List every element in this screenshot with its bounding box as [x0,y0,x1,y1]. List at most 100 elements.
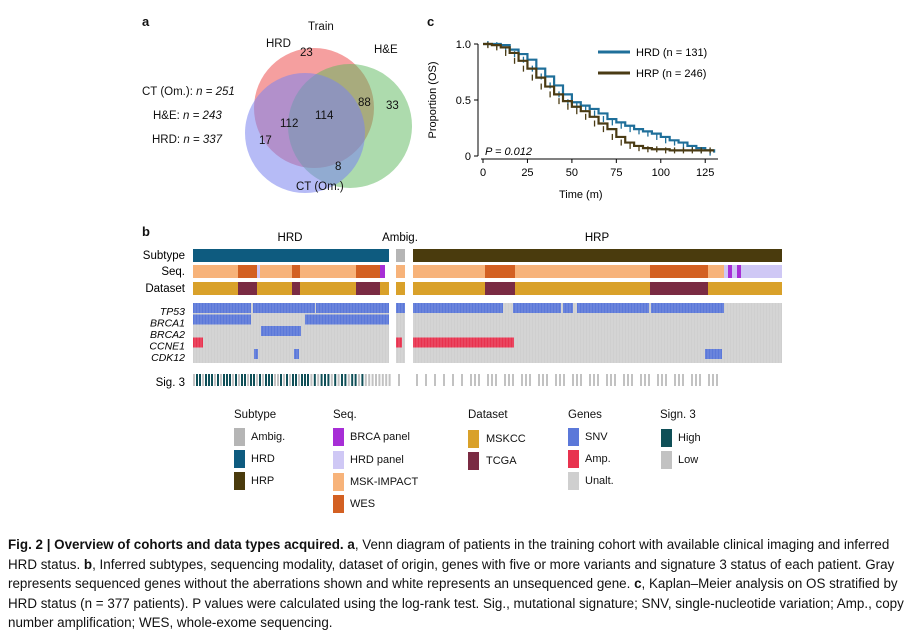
legend-swatch-hrd-panel [333,451,344,469]
sig3-cell [292,374,294,386]
legend-swatch-msk-impact [333,473,344,491]
row-label-subtype: Subtype [143,250,185,262]
x-tick-label: 0 [480,167,486,179]
legend-item-mskcc: MSKCC [486,433,526,445]
legend-title-subtype: Subtype [234,409,277,421]
sig3-cell [593,374,595,386]
sig3-cell [211,374,213,386]
sig3-cell [546,374,548,386]
sig3-cell [298,374,300,386]
sig3-cell [274,374,276,386]
venn-set-label-he: H&E [374,44,398,56]
sig3-cell [712,374,714,386]
sig3-cell [262,374,264,386]
sig3-cell [695,374,697,386]
gene-label-ccne1: CCNE1 [149,341,185,353]
sig3-cell [644,374,646,386]
legend-swatch-high [661,429,672,447]
tp53-snv [253,303,315,313]
sig3-cell [289,374,291,386]
oncoprint: HRD Ambig. HRP Subtype Seq. Dataset TP53BRCA1B… [143,232,782,393]
sig3-cell [606,374,608,386]
gene-label-cdk12: CDK12 [151,352,185,364]
venn-count-ct-only: 17 [259,135,272,147]
venn-count-all: 114 [315,110,334,122]
sig3-cell [280,374,282,386]
seq-cell [650,265,708,278]
legend-title-sig3: Sign. 3 [660,409,696,421]
sig3-cell [563,374,565,386]
legend-item-msk-impact: MSK-IMPACT [350,476,419,488]
seq-cell [257,265,260,278]
sig3-cell [351,374,354,386]
dataset-cell [380,282,389,295]
sig3-cell [344,374,347,386]
sig3-cell [320,374,323,386]
tp53-snv [563,303,573,313]
sig3-cell [268,374,270,386]
cdk12-snv [705,349,722,359]
dataset-cell [292,282,300,295]
sig3-cell [334,374,337,386]
sig3-cell [235,374,237,386]
seq-cell [724,265,728,278]
legend-label-hrp: HRP (n = 246) [636,68,706,80]
sig3-cell [657,374,659,386]
sig3-cell [196,374,198,386]
sig3-cell [648,374,650,386]
sig3-cell [208,374,210,386]
cdk12-snv [294,349,299,359]
dataset-cell [413,282,485,295]
tp53-snv [396,303,405,313]
sig3-cell [304,374,306,386]
seq-cell [741,265,782,278]
sig3-cell [330,374,333,386]
sig3-cell [478,374,480,386]
seq-cell [708,265,724,278]
sig3-cell [295,374,297,386]
legend-title-seq: Seq. [333,409,357,421]
sig3-cell [277,374,279,386]
dataset-cell [356,282,380,295]
legend-item-hrp: HRP [251,475,275,487]
venn-total-he: H&E: n = 243 [153,110,222,122]
dataset-cell [193,282,238,295]
tp53-snv [577,303,624,313]
legend-item-hrd: HRD [251,453,275,465]
gene-label-brca2: BRCA2 [150,329,185,341]
ccne1-amp [413,337,514,348]
sig3-cell [193,374,195,386]
tp53-snv [624,303,649,313]
sig3-cell [202,374,204,386]
seq-cell [515,265,650,278]
sig3-cell [214,374,216,386]
sig3-cell [217,374,219,386]
sig3-cell [674,374,676,386]
sig3-cell [398,374,400,386]
venn-count-hrd-ct: 112 [280,118,299,130]
sig3-cell [525,374,527,386]
legend-swatch-hrd [234,450,245,468]
sig3-cell [247,374,249,386]
legend-swatch-mskcc [468,430,479,448]
sig3-cell [271,374,273,386]
sig3-cell [310,374,313,386]
sig3-cell [371,374,374,386]
seq-cell [356,265,380,278]
sig3-cell [378,374,381,386]
group-gap [389,245,396,393]
sig3-cell [610,374,612,386]
tp53-snv [316,303,389,313]
sig3-cell [504,374,506,386]
sig3-cell [699,374,701,386]
sig3-cell [559,374,561,386]
y-tick-label: 0.5 [456,95,471,107]
sig3-cell [354,374,357,386]
sig3-cell [623,374,625,386]
gene-label-tp53: TP53 [160,306,185,318]
legend-item-brca-panel: BRCA panel [350,431,410,443]
dataset-cell [396,282,405,295]
legend-swatch-ambig [234,428,245,446]
sig3-cell [358,374,360,386]
sig3-cell [434,374,436,386]
